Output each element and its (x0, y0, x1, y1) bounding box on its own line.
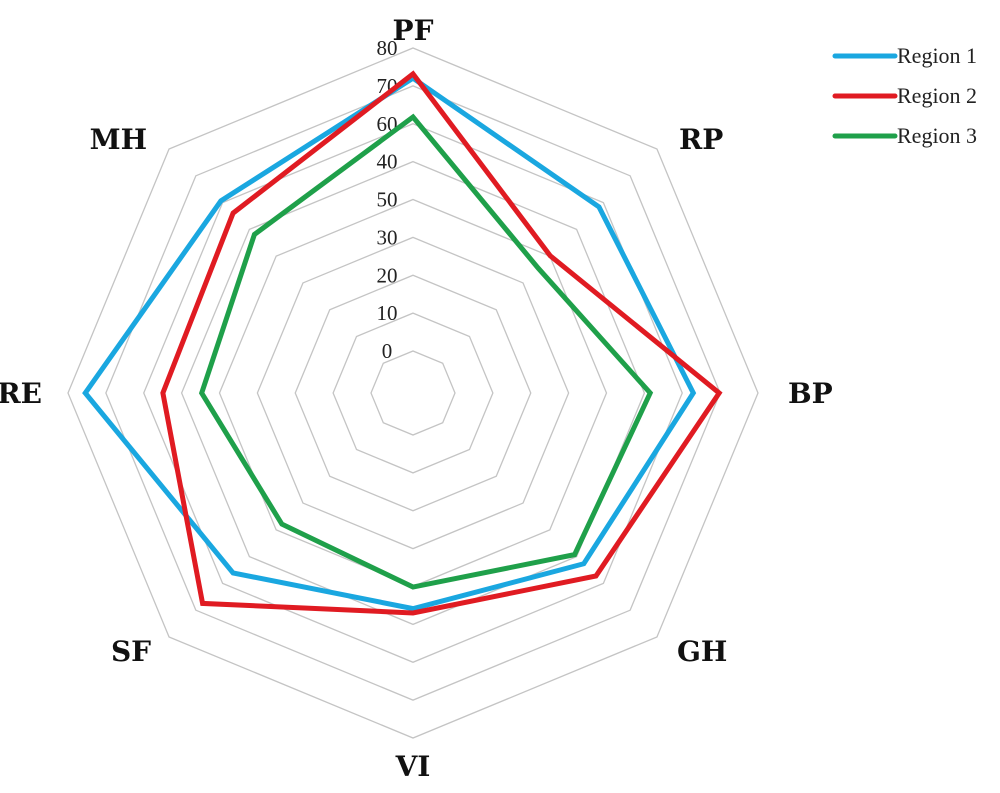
axis-label-mh: MH (90, 123, 147, 156)
grid-ring (294, 274, 532, 512)
legend-label-region-1: Region 1 (897, 43, 977, 68)
tick-label: 20 (377, 263, 398, 287)
tick-label: 10 (377, 301, 398, 325)
grid-layer (67, 47, 759, 739)
legend-label-region-2: Region 2 (897, 83, 977, 108)
legend-label-region-3: Region 3 (897, 123, 977, 148)
axis-label-bp: BP (788, 377, 833, 410)
axis-labels: PF RP BP GH VI SF RE MH (0, 14, 833, 783)
axis-label-vi: VI (395, 750, 431, 783)
tick-label: 40 (377, 150, 398, 174)
grid-ring (67, 47, 759, 739)
series-layer (82, 70, 723, 616)
series-line-region-3 (198, 113, 654, 590)
grid-ring (256, 236, 570, 550)
series-line-region-1 (82, 75, 697, 612)
series-line-region-2 (160, 70, 723, 616)
legend: Region 1 Region 2 Region 3 (832, 43, 977, 148)
grid-ring (143, 123, 683, 663)
grid-ring (105, 85, 721, 701)
axis-label-gh: GH (677, 635, 727, 668)
axis-label-re: RE (0, 377, 42, 410)
axis-label-sf: SF (111, 635, 151, 668)
grid-ring (370, 350, 456, 436)
tick-label: 0 (382, 339, 393, 363)
grid-ring (332, 312, 494, 474)
tick-label: 50 (377, 188, 398, 212)
grid-ring (180, 160, 646, 626)
tick-label: 30 (377, 225, 398, 249)
tick-label: 80 (377, 36, 398, 60)
axis-label-rp: RP (679, 123, 723, 156)
axis-label-pf: PF (393, 14, 434, 47)
